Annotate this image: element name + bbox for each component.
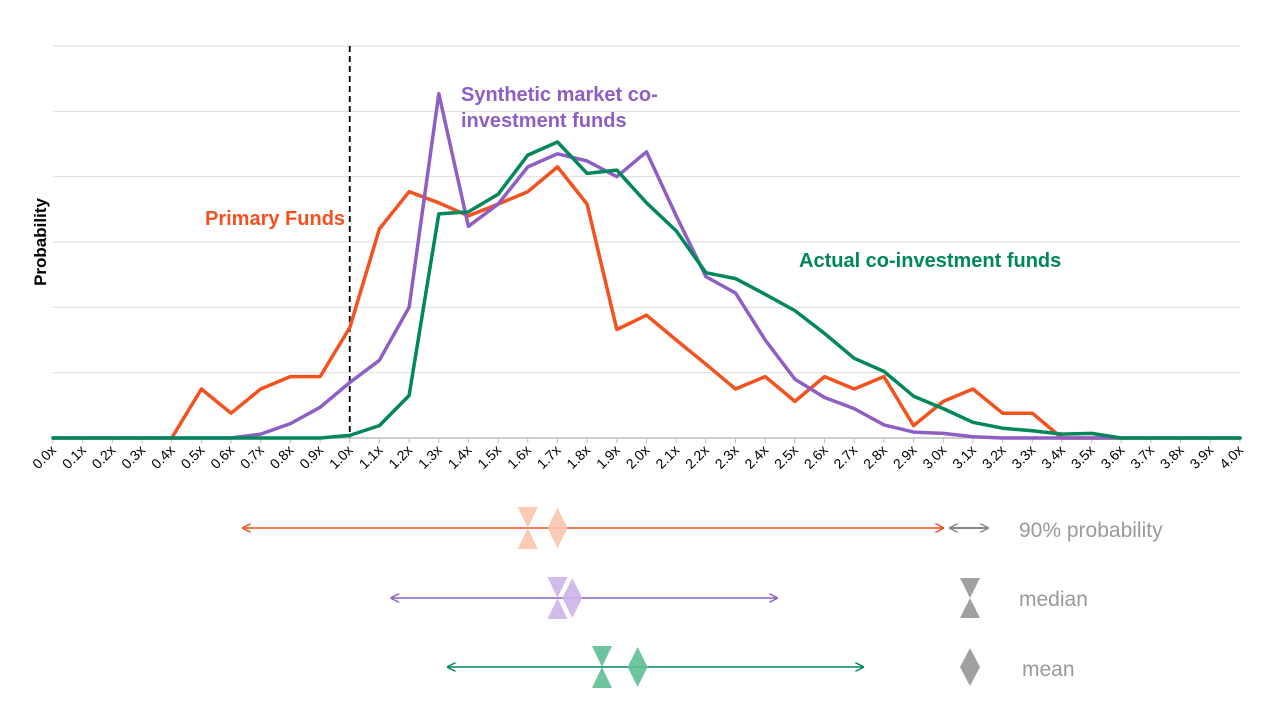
mean-marker-actual-co-investment-funds (627, 647, 648, 687)
x-tick-label: 2.1x (652, 442, 682, 472)
x-tick-label: 1.8x (563, 442, 593, 472)
median-marker-actual-co-investment-funds (591, 646, 612, 688)
x-tick-label: 3.4x (1038, 442, 1068, 472)
x-tick-label: 1.4x (445, 442, 475, 472)
synthetic-funds-label-line2: investment funds (461, 110, 627, 132)
x-tick-label: 3.0x (919, 442, 949, 472)
x-tick-label: 3.9x (1186, 442, 1216, 472)
x-tick-label: 3.2x (979, 442, 1009, 472)
actual-funds-label: Actual co-investment funds (799, 250, 1061, 272)
x-tick-label: 2.7x (830, 442, 860, 472)
x-tick-label: 0.6x (207, 442, 237, 472)
x-tick-label: 3.3x (1008, 442, 1038, 472)
x-tick-label: 0.0x (29, 442, 59, 472)
legend: 90% probability median mean (950, 519, 1163, 686)
x-tick-label: 4.0x (1216, 442, 1246, 472)
mean-marker-synthetic-market-co-investment-funds (562, 578, 583, 618)
x-tick-label: 3.6x (1097, 442, 1127, 472)
x-tick-label: 0.4x (148, 442, 178, 472)
x-tick-label: 2.4x (741, 442, 771, 472)
x-tick-label: 2.5x (771, 442, 801, 472)
median-marker-primary-funds (517, 507, 538, 549)
x-tick-label: 2.2x (682, 442, 712, 472)
x-tick-label: 1.5x (474, 442, 504, 472)
series-line-primary-funds (51, 165, 1242, 440)
x-tick-label: 3.7x (1127, 442, 1157, 472)
median-marker-synthetic-market-co-investment-funds (547, 577, 568, 619)
x-tick-label: 0.7x (237, 442, 267, 472)
x-tick-label: 1.6x (504, 442, 534, 472)
x-tick-label: 0.1x (59, 442, 89, 472)
x-tick-label: 2.0x (623, 442, 653, 472)
x-axis: 0.0x 0.1x 0.2x 0.3x 0.4x 0.5x 0.6x 0.7x 0.8x 0.9x… (29, 437, 1246, 472)
series-line-synthetic-market-co-investment-funds (51, 91, 1242, 440)
x-tick-label: 1.7x (534, 442, 564, 472)
legend-label-median: median (1019, 588, 1088, 611)
mean-marker-primary-funds (547, 508, 568, 548)
x-tick-label: 0.8x (266, 442, 296, 472)
x-tick-label: 3.5x (1068, 442, 1098, 472)
x-tick-label: 1.1x (356, 442, 386, 472)
x-tick-label: 2.8x (860, 442, 890, 472)
y-axis-label: Probability (31, 198, 50, 286)
series-line-actual-co-investment-funds (51, 140, 1242, 440)
hourglass-icon (960, 578, 980, 618)
x-tick-label: 2.9x (890, 442, 920, 472)
x-tick-label: 2.3x (712, 442, 742, 472)
legend-label-90-probability: 90% probability (1019, 519, 1163, 542)
legend-label-mean: mean (1022, 658, 1075, 681)
gridlines (53, 45, 1240, 374)
x-tick-label: 0.9x (296, 442, 326, 472)
x-tick-label: 1.0x (326, 442, 356, 472)
x-tick-label: 0.3x (118, 442, 148, 472)
series-lines (51, 91, 1242, 440)
synthetic-funds-label-line1: Synthetic market co- (461, 84, 658, 106)
x-tick-label: 1.3x (415, 442, 445, 472)
x-tick-label: 0.2x (88, 442, 118, 472)
x-tick-label: 3.8x (1157, 442, 1187, 472)
probability-ranges (243, 507, 943, 688)
x-tick-label: 1.2x (385, 442, 415, 472)
series-labels: Primary Funds Synthetic market co- inves… (31, 84, 1061, 286)
x-tick-label: 3.1x (949, 442, 979, 472)
x-tick-label: 2.6x (801, 442, 831, 472)
x-tick-label: 0.5x (177, 442, 207, 472)
primary-funds-label: Primary Funds (205, 208, 345, 230)
x-tick-label: 1.9x (593, 442, 623, 472)
diamond-icon (960, 648, 980, 686)
